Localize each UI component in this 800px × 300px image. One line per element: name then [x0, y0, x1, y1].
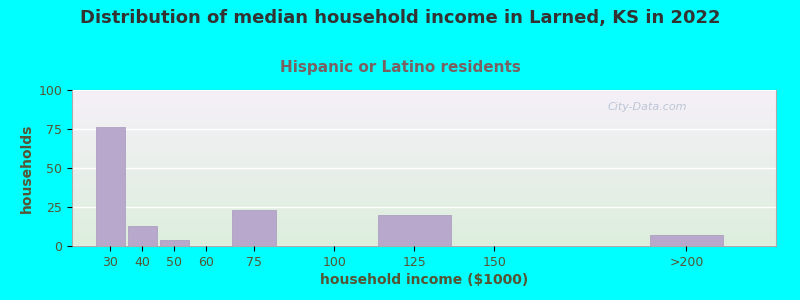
- Bar: [378, 215, 451, 246]
- Bar: [160, 240, 189, 246]
- Bar: [128, 226, 157, 246]
- Text: Distribution of median household income in Larned, KS in 2022: Distribution of median household income …: [80, 9, 720, 27]
- Text: City-Data.com: City-Data.com: [607, 103, 686, 112]
- X-axis label: household income ($1000): household income ($1000): [320, 273, 528, 287]
- Text: Hispanic or Latino residents: Hispanic or Latino residents: [279, 60, 521, 75]
- Y-axis label: households: households: [20, 123, 34, 213]
- Bar: [650, 235, 723, 246]
- Bar: [96, 128, 125, 246]
- Bar: [232, 210, 277, 246]
